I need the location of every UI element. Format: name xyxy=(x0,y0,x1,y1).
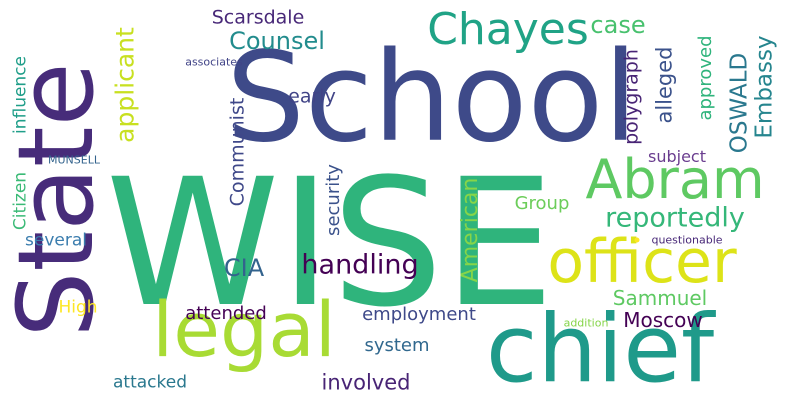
word-chayes: Chayes xyxy=(427,4,589,55)
word-school: School xyxy=(226,26,638,170)
word-case: case xyxy=(590,11,646,39)
word-several: several xyxy=(25,230,87,251)
word-questionable: questionable xyxy=(651,233,723,247)
word-associates: associates xyxy=(185,55,243,69)
word-abram: Abram xyxy=(585,148,765,211)
word-security: security xyxy=(323,164,344,236)
word-involved: involved xyxy=(321,370,411,395)
word-counsel: Counsel xyxy=(229,27,325,55)
word-attended: attended xyxy=(185,303,267,324)
word-influence: influence xyxy=(10,55,31,135)
word-high: High xyxy=(58,297,98,318)
word-officer: officer xyxy=(547,227,737,297)
word-polygraph: polygraph xyxy=(620,49,643,145)
decorative-dot xyxy=(634,237,640,243)
word-legal: legal xyxy=(152,285,336,374)
word-moscow: Moscow xyxy=(623,308,703,332)
word-cia: CIA xyxy=(223,254,265,282)
word-american: American xyxy=(458,177,483,283)
word-citizen: Citizen xyxy=(10,171,31,231)
word-wise: WISE xyxy=(105,141,555,346)
word-attacked: attacked xyxy=(112,372,188,393)
word-employment: employment xyxy=(362,304,476,325)
word-system: system xyxy=(364,335,430,356)
word-chief: chief xyxy=(485,295,715,404)
word-munsell: MUNSELL xyxy=(48,153,100,167)
word-sammuel: Sammuel xyxy=(612,286,708,310)
word-oswald: OSWALD xyxy=(726,52,753,154)
word-applicant: applicant xyxy=(110,27,140,143)
word-reportedly: reportedly xyxy=(605,202,745,234)
word-alleged: alleged xyxy=(652,46,677,124)
word-scarsdale: Scarsdale xyxy=(211,6,305,29)
word-group: Group xyxy=(514,193,570,214)
word-addition: addition xyxy=(563,316,609,330)
word-subject: subject xyxy=(648,147,706,166)
word-handling: handling xyxy=(301,249,419,281)
word-early: early xyxy=(288,85,336,108)
word-embassy: Embassy xyxy=(751,35,778,139)
word-approved: approved xyxy=(695,35,716,121)
word-communist: Communist xyxy=(226,97,249,207)
